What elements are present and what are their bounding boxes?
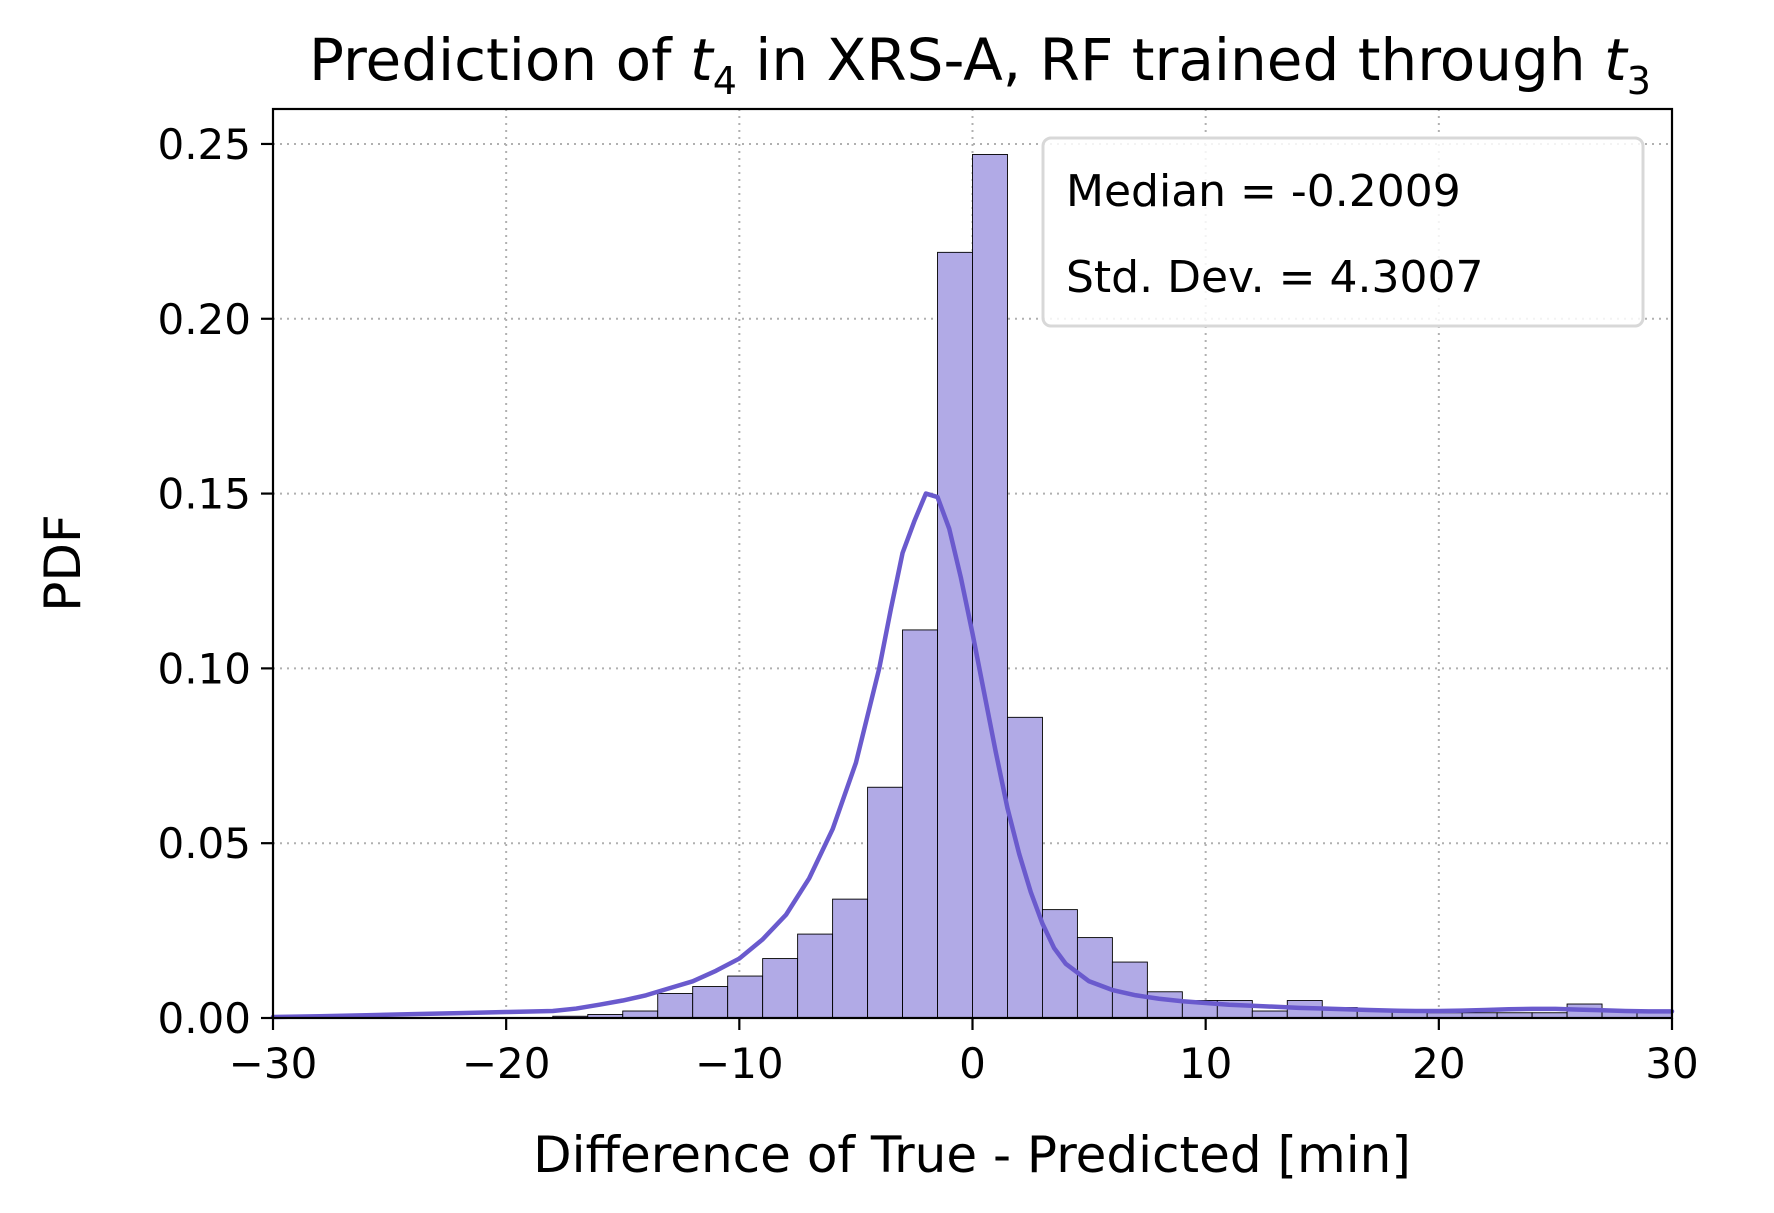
x-axis-label: Difference of True - Predicted [min]	[533, 1126, 1411, 1184]
chart-title: Prediction of t4 in XRS-A, RF trained th…	[309, 26, 1651, 103]
x-tick-label: 20	[1412, 1039, 1465, 1088]
x-tick-label: −20	[462, 1039, 551, 1088]
histogram-bar	[902, 629, 938, 1019]
x-tick-label: 30	[1645, 1039, 1698, 1088]
y-tick-label: 0.10	[157, 644, 251, 693]
y-tick-label: 0.25	[157, 120, 251, 169]
kde-curve-group	[270, 491, 1675, 1020]
x-tick-label: 0	[959, 1039, 986, 1088]
histogram-bar	[867, 786, 904, 1019]
histogram-bar	[727, 975, 764, 1019]
histogram-bar	[832, 898, 869, 1019]
y-tick-label: 0.00	[157, 994, 251, 1043]
histogram-bar	[692, 986, 729, 1019]
histogram-bar	[937, 251, 973, 1019]
legend-frame	[1041, 136, 1645, 328]
x-tick-label: −10	[695, 1039, 784, 1088]
legend-stddev-text: Std. Dev. = 4.3007	[1066, 252, 1483, 303]
y-tick-label: 0.05	[157, 819, 251, 868]
histogram-bar	[797, 933, 834, 1019]
y-tick-labels: 0.00 0.05 0.10 0.15 0.20 0.25	[157, 120, 251, 1043]
histogram-bar	[657, 993, 694, 1019]
kde-line	[270, 491, 1675, 1020]
x-tick-label: −30	[229, 1039, 318, 1088]
y-axis-label: PDF	[34, 514, 92, 611]
histogram-bar	[1041, 909, 1078, 1019]
histogram-bar	[972, 153, 1008, 1019]
legend-box: Median = -0.2009 Std. Dev. = 4.3007	[1041, 136, 1645, 328]
axis-ticks	[261, 142, 1674, 1030]
y-tick-label: 0.15	[157, 470, 251, 519]
histogram-bar	[762, 958, 799, 1019]
x-tick-labels: −30 −20 −10 0 10 20 30	[229, 1039, 1699, 1088]
legend-median-text: Median = -0.2009	[1066, 166, 1461, 217]
histogram-bars	[552, 153, 1673, 1019]
x-tick-label: 10	[1179, 1039, 1232, 1088]
y-tick-label: 0.20	[157, 295, 251, 344]
